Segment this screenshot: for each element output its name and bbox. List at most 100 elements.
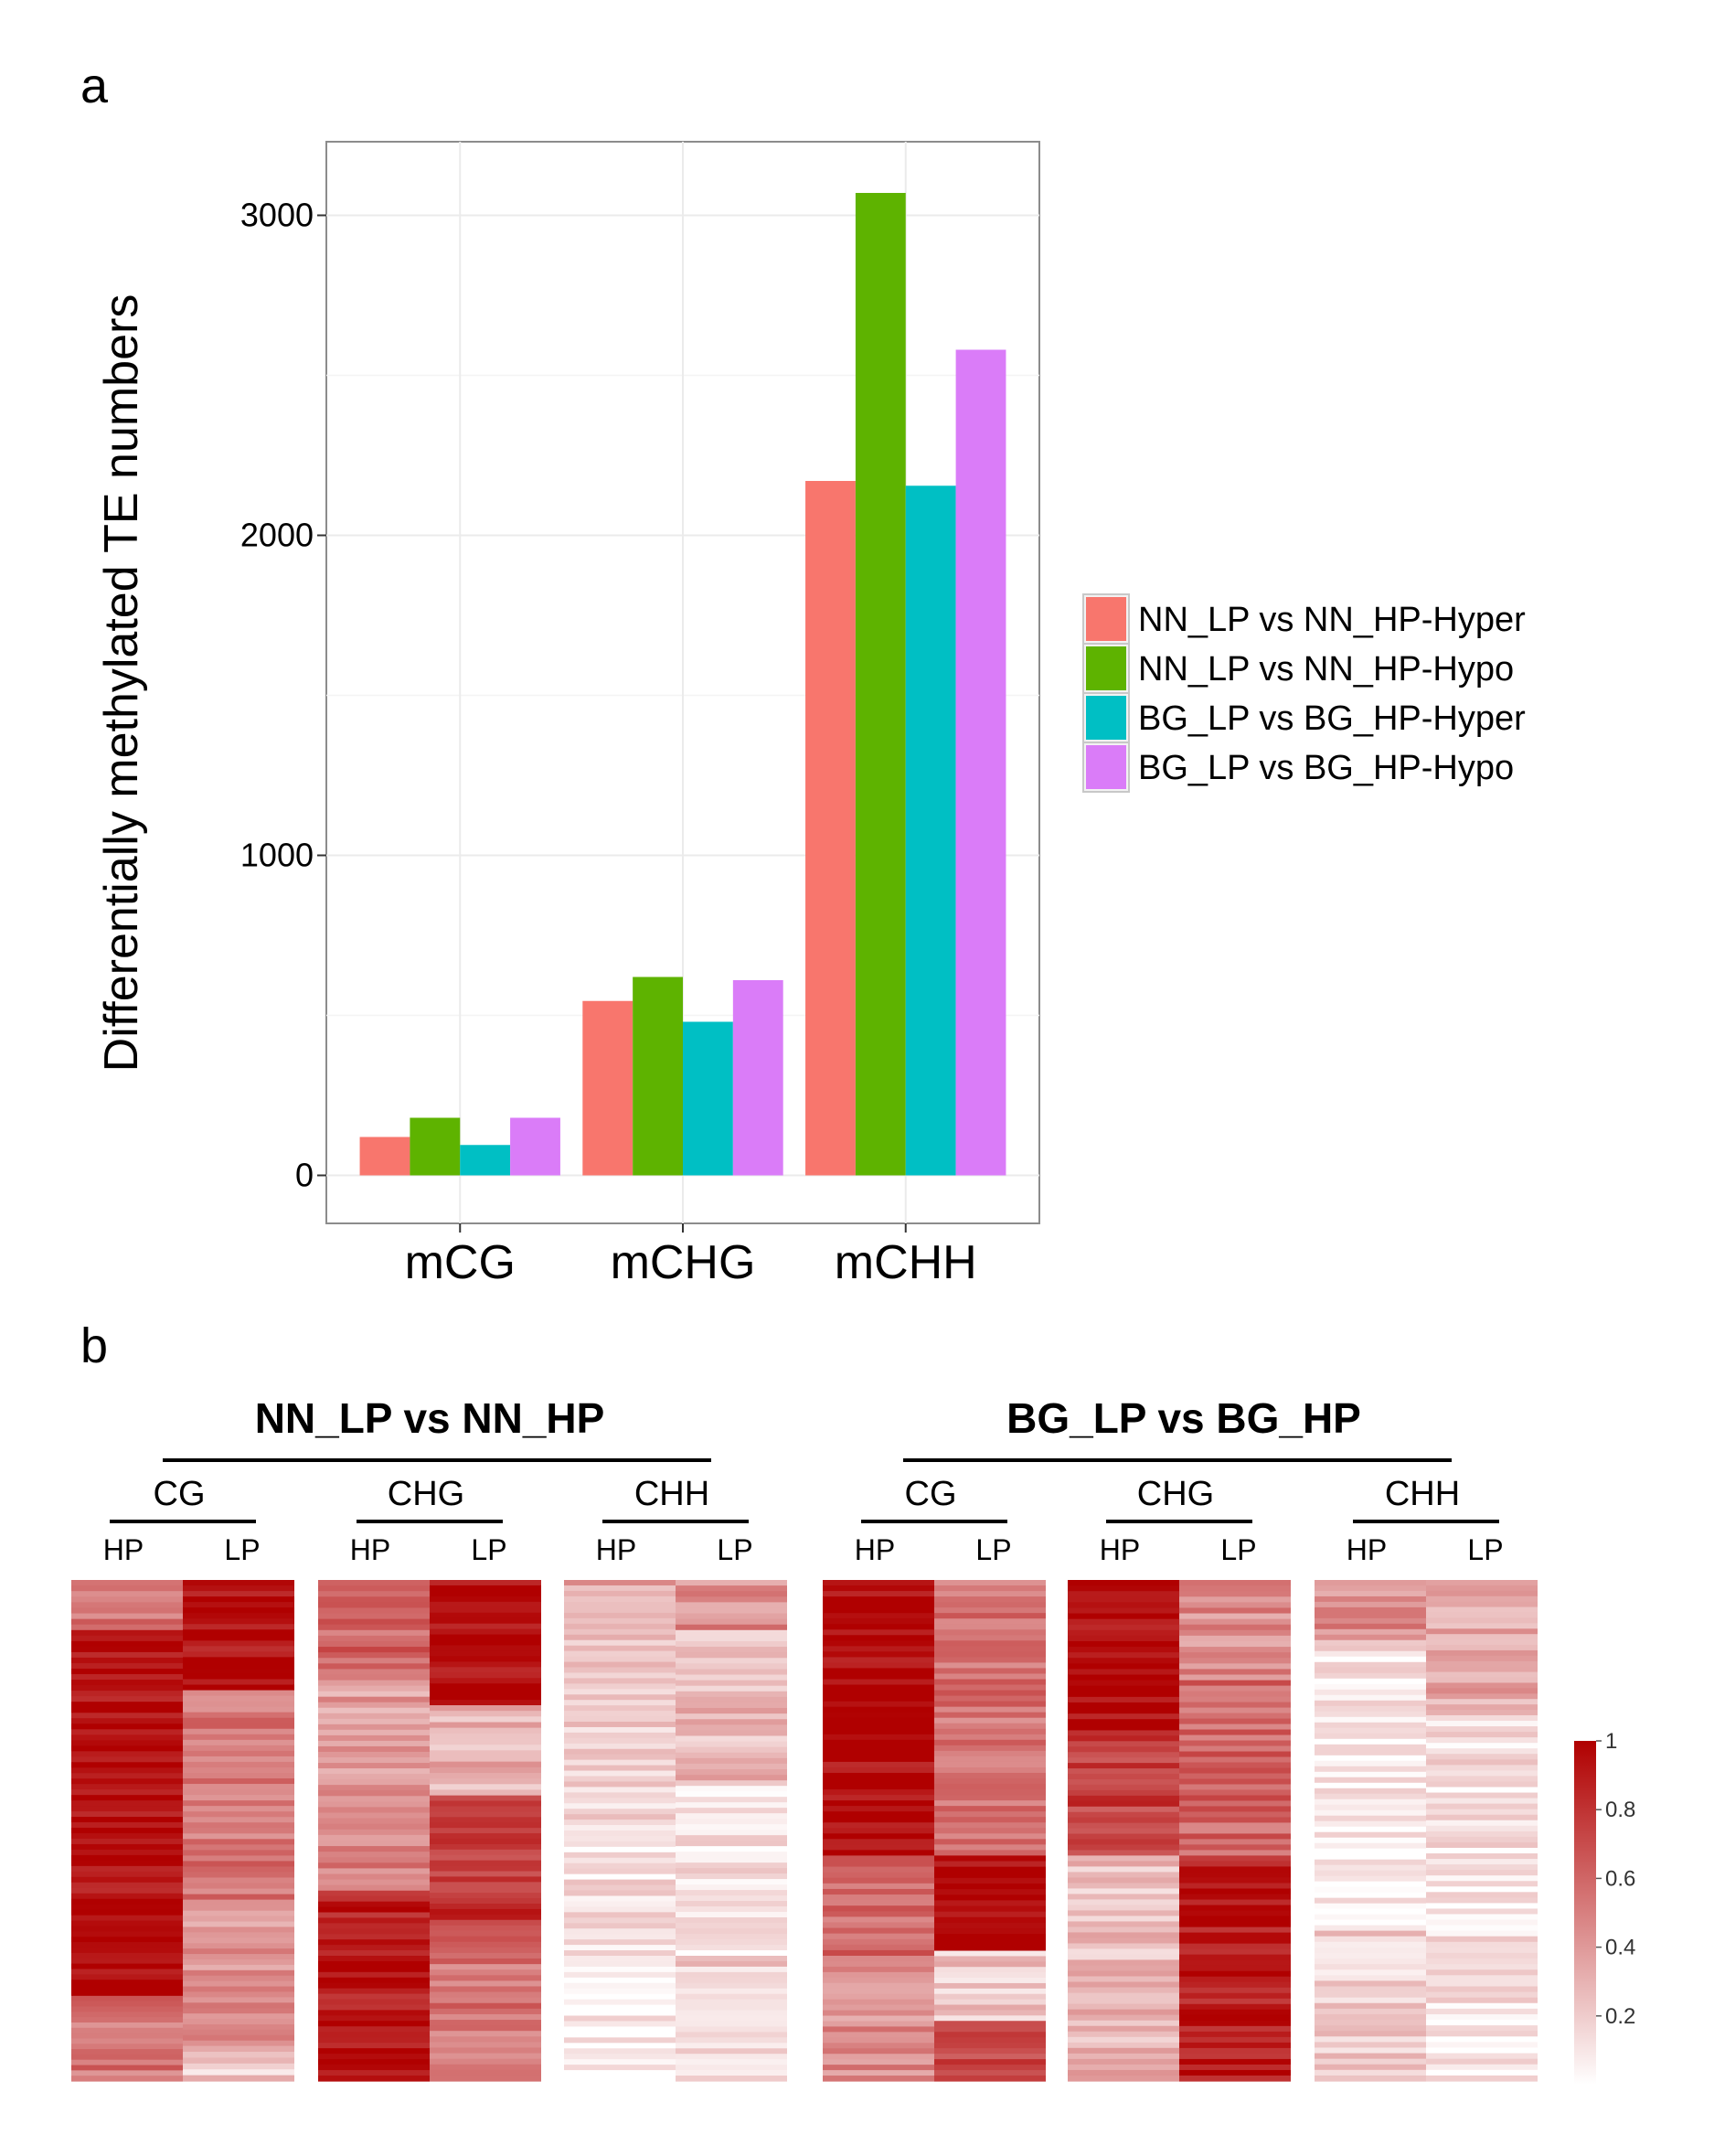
heatmap-cell <box>1315 1782 1426 1789</box>
heatmap-cell <box>318 1818 430 1825</box>
heatmap-cell <box>564 1901 676 1907</box>
column-label: HP <box>855 1533 895 1566</box>
heatmap-cell <box>823 1900 934 1906</box>
heatmap-cell <box>1315 2036 1426 2043</box>
heatmap-cell <box>1068 2053 1179 2060</box>
heatmap-cell <box>564 2076 676 2082</box>
heatmap-cell <box>934 1828 1046 1834</box>
heatmap-cell <box>823 1739 934 1746</box>
heatmap-cell <box>318 1680 430 1687</box>
heatmap-cell <box>71 1849 183 1856</box>
heatmap-cell <box>71 2033 183 2040</box>
heatmap-cell <box>564 2048 676 2055</box>
heatmap-cell <box>564 1841 676 1848</box>
heatmap-cell <box>1315 1628 1426 1636</box>
heatmap-cell <box>564 1672 676 1680</box>
heatmap-cell <box>71 2059 183 2066</box>
heatmap-cell <box>318 2043 430 2049</box>
heatmap-cell <box>1315 1689 1426 1696</box>
heatmap-cell <box>934 1961 1046 1968</box>
heatmap-cell <box>71 2076 183 2082</box>
heatmap-cell <box>564 1846 676 1853</box>
heatmap-cell <box>430 1959 541 1965</box>
heatmap-cell <box>318 1635 430 1642</box>
heatmap-cell <box>676 1895 787 1902</box>
heatmap-cell <box>71 1602 183 1609</box>
heatmap-cell <box>1068 1696 1179 1703</box>
heatmap-cell <box>183 1943 294 1949</box>
heatmap-cell <box>318 1663 430 1670</box>
heatmap-cell <box>318 1879 430 1886</box>
legend-swatch <box>1086 597 1126 641</box>
heatmap-cell <box>183 1695 294 1702</box>
heatmap-cell <box>934 1850 1046 1856</box>
heatmap-cell <box>318 1647 430 1653</box>
heatmap-cell <box>1068 1954 1179 1961</box>
heatmap-cell <box>318 1906 430 1914</box>
heatmap-cell <box>564 2070 676 2076</box>
heatmap-cell <box>934 2065 1046 2071</box>
heatmap-cell <box>318 1852 430 1858</box>
heatmap-cell <box>430 1634 541 1641</box>
column-label: HP <box>350 1533 390 1566</box>
heatmap-cell <box>430 1639 541 1647</box>
heatmap-cell <box>430 1733 541 1740</box>
heatmap-cell <box>564 1700 676 1706</box>
legend-swatch <box>1086 745 1126 789</box>
heatmap-cell <box>1068 1992 1179 2000</box>
bars <box>359 193 1006 1176</box>
heatmap-cell <box>1315 1590 1426 1597</box>
heatmap-cell <box>1315 1733 1426 1740</box>
heatmap-cell <box>318 1923 430 1929</box>
heatmap-cell <box>1315 2008 1426 2015</box>
heatmap-cell <box>823 1895 934 1901</box>
heatmap-cell <box>1315 1875 1426 1883</box>
heatmap-cell <box>318 1740 430 1747</box>
heatmap-cell <box>1068 2075 1179 2082</box>
heatmap-cell <box>823 1629 934 1636</box>
heatmap-cell <box>823 2065 934 2071</box>
heatmap-cell <box>318 2059 430 2065</box>
heatmap-cell <box>676 1669 787 1676</box>
heatmap-cell <box>430 1800 541 1808</box>
heatmap-cell <box>1068 1591 1179 1597</box>
heatmap-cell <box>430 1789 541 1797</box>
heatmap-cell <box>183 1585 294 1592</box>
heatmap-cell <box>823 1668 934 1675</box>
heatmap-cell <box>934 1766 1046 1774</box>
heatmap-cell <box>823 1745 934 1752</box>
bar-mCHG-4 <box>732 980 783 1176</box>
heatmap-cell <box>1179 1596 1291 1603</box>
heatmap-cell <box>564 2037 676 2044</box>
heatmap-cell <box>676 1917 787 1924</box>
heatmap-cell <box>1068 1663 1179 1670</box>
heatmap-cell <box>430 1817 541 1823</box>
heatmap-cell <box>564 1689 676 1695</box>
heatmap-cell <box>564 1722 676 1728</box>
heatmap-cell <box>823 1618 934 1625</box>
heatmap-cell <box>1315 1601 1426 1608</box>
heatmap-cell <box>183 2008 294 2014</box>
heatmap-cell <box>1315 1870 1426 1877</box>
heatmap-cell <box>823 1795 934 1801</box>
heatmap-cell <box>183 1602 294 1608</box>
heatmap-cell <box>1315 2075 1426 2082</box>
heatmap-cell <box>1068 1894 1179 1901</box>
heatmap-cell <box>676 1746 787 1754</box>
heatmap-cell <box>183 1789 294 1796</box>
heatmap-cell <box>318 1971 430 1979</box>
heatmap-cell <box>430 1650 541 1657</box>
bar-chart: 0 1000 2000 3000 mCG mCHG mCHH Differentially… <box>95 141 1526 1289</box>
heatmap-cell <box>676 1830 787 1836</box>
heatmap-cell <box>318 1674 430 1681</box>
heatmap-cell <box>183 1866 294 1873</box>
heatmap-cell <box>430 1876 541 1883</box>
heatmap-cell <box>676 1724 787 1731</box>
heatmap-cell <box>318 2032 430 2038</box>
heatmap-cell <box>564 1711 676 1717</box>
heatmap-cell <box>1315 1897 1426 1905</box>
heatmap-cell <box>934 1701 1046 1708</box>
heatmap-cell <box>1426 1601 1538 1608</box>
heatmap-cell <box>1426 1699 1538 1705</box>
heatmap-cell <box>1315 1777 1426 1784</box>
